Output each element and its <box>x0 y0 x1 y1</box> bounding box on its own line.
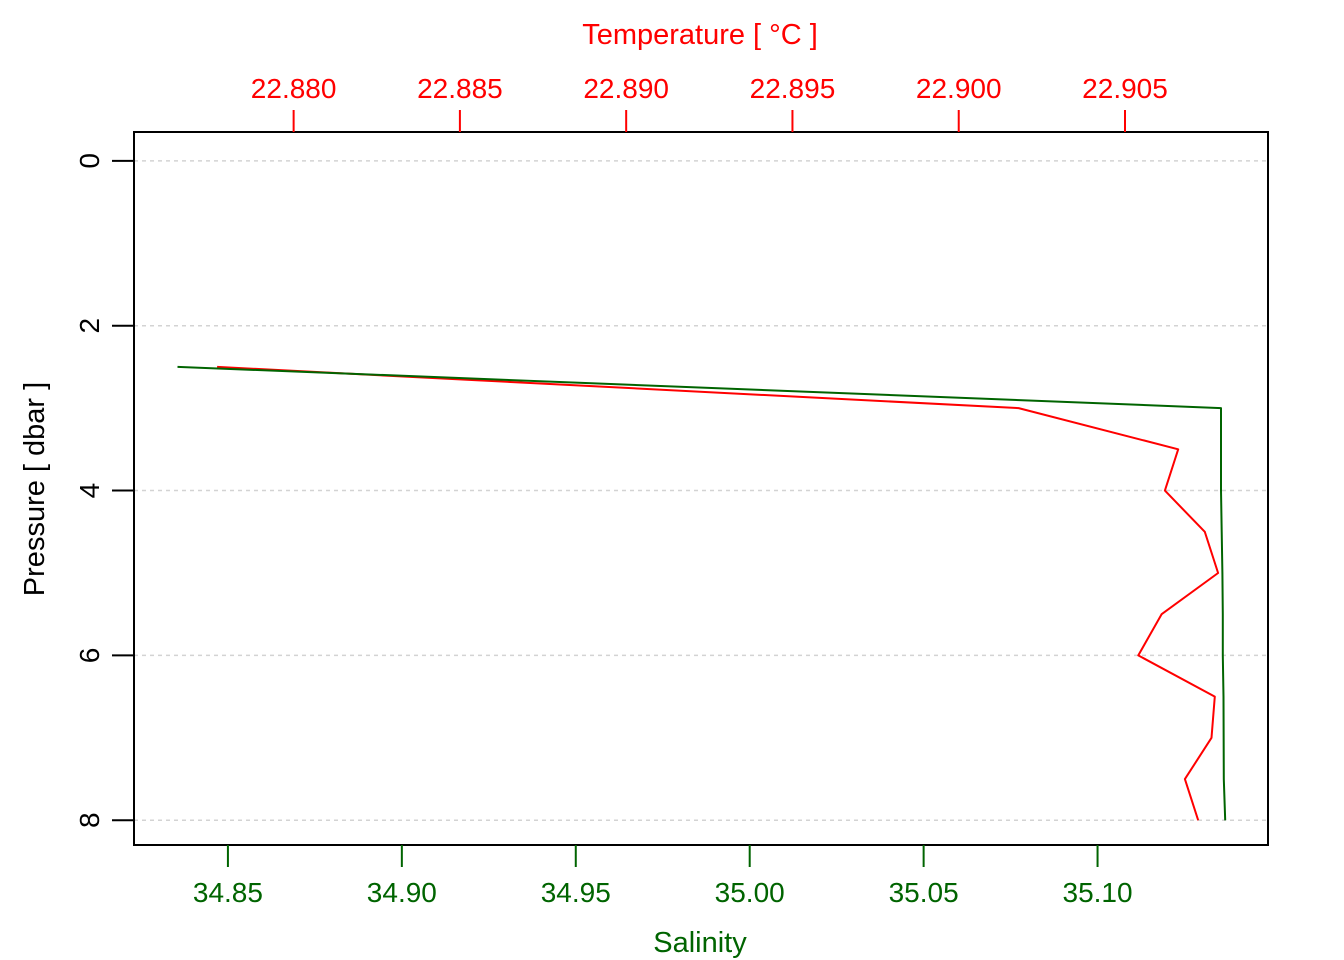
bottom-tick-label: 34.95 <box>541 877 611 908</box>
y-tick-label: 2 <box>74 318 105 334</box>
y-tick-label: 4 <box>74 483 105 499</box>
top-axis-title: Temperature [ °C ] <box>582 19 818 51</box>
y-tick-label: 0 <box>74 153 105 169</box>
y-tick-label: 6 <box>74 648 105 664</box>
temperature-profile-line <box>217 365 1220 821</box>
bottom-tick-label: 34.85 <box>193 877 263 908</box>
top-tick-label: 22.905 <box>1082 73 1168 104</box>
top-tick-label: 22.890 <box>583 73 669 104</box>
top-tick-label: 22.895 <box>750 73 836 104</box>
series-layer <box>177 365 1227 821</box>
y-axis-title: Pressure [ dbar ] <box>19 382 51 596</box>
top-tick-label: 22.900 <box>916 73 1002 104</box>
axes-layer: 0 2 4 6 8 34.85 34.90 34.95 35.00 35.05 35.10 22.88… <box>74 73 1168 908</box>
bottom-tick-label: 34.90 <box>367 877 437 908</box>
bottom-tick-label: 35.10 <box>1063 877 1133 908</box>
top-tick-label: 22.880 <box>251 73 337 104</box>
salinity-profile-line <box>177 365 1227 821</box>
plot-frame <box>133 131 1269 846</box>
bottom-tick-label: 35.00 <box>715 877 785 908</box>
y-tick-label: 8 <box>74 812 105 828</box>
top-tick-label: 22.885 <box>417 73 503 104</box>
bottom-tick-label: 35.05 <box>889 877 959 908</box>
grid-layer <box>134 160 1268 822</box>
bottom-axis-title: Salinity <box>653 927 747 959</box>
